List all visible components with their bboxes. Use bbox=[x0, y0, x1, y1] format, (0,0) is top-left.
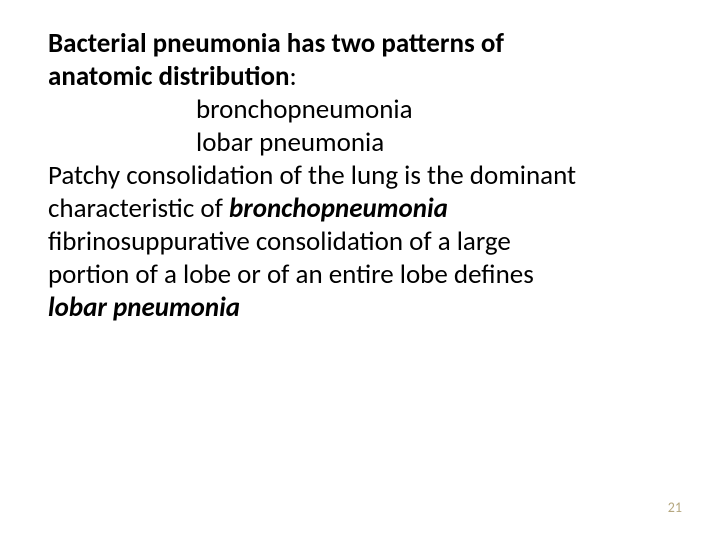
heading-part1: Bacterial pneumonia has two patterns of bbox=[48, 27, 504, 60]
para1-bold: bronchopneumonia bbox=[229, 192, 448, 225]
heading-part2: anatomic distribution bbox=[48, 60, 289, 93]
para1-line1: Patchy consolidation of the lung is the … bbox=[48, 160, 672, 193]
para1-line2: characteristic of bronchopneumonia bbox=[48, 193, 672, 226]
list-item-1: bronchopneumonia bbox=[48, 94, 672, 127]
slide: Bacterial pneumonia has two patterns of … bbox=[0, 0, 720, 540]
para2-line3: lobar pneumonia bbox=[48, 292, 672, 325]
heading-line-1: Bacterial pneumonia has two patterns of bbox=[48, 28, 672, 61]
para1-b: characteristic of bbox=[48, 192, 229, 225]
para2-line1: fibrinosuppurative consolidation of a la… bbox=[48, 226, 672, 259]
heading-colon: : bbox=[289, 60, 296, 93]
heading-line-2: anatomic distribution: bbox=[48, 61, 672, 94]
para2-bold: lobar pneumonia bbox=[48, 291, 240, 324]
para2-line2: portion of a lobe or of an entire lobe d… bbox=[48, 259, 672, 292]
slide-content: Bacterial pneumonia has two patterns of … bbox=[48, 28, 672, 324]
list-item-2: lobar pneumonia bbox=[48, 127, 672, 160]
page-number: 21 bbox=[668, 499, 682, 516]
